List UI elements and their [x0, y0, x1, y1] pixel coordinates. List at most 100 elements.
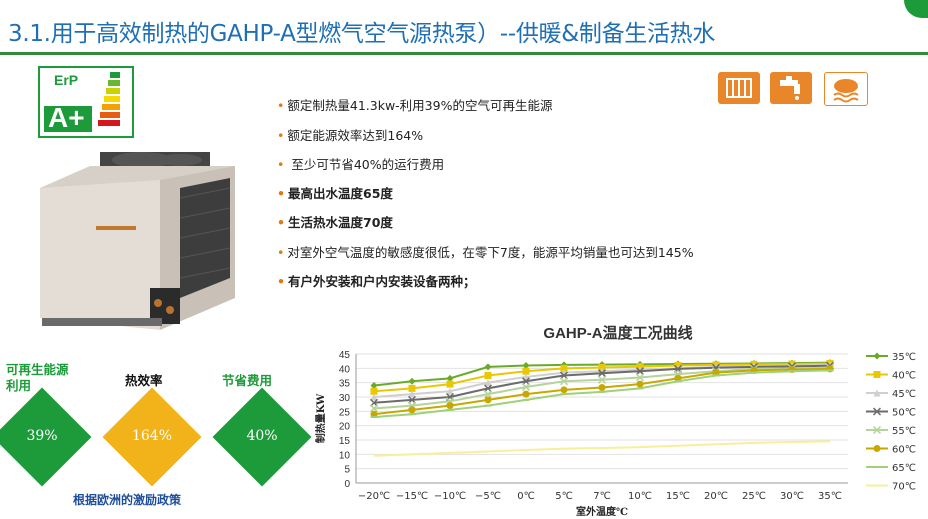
series-point: [446, 387, 454, 395]
series-point: [559, 371, 569, 380]
series-point: [597, 369, 607, 378]
x-tick-label: 10℃: [628, 491, 652, 502]
series-point: [560, 364, 568, 372]
legend-entry: 40℃: [892, 371, 916, 382]
hot-water-tap-icon: [770, 72, 812, 104]
legend-entry: 65℃: [892, 463, 916, 474]
x-tick-label: −5℃: [475, 491, 501, 502]
feature-bullet: • 有户外安装和户内安装设备两种；: [277, 274, 476, 289]
x-tick-label: 25℃: [742, 491, 766, 502]
cloud-heat-icon: [824, 72, 868, 106]
y-axis-label: 制热量KW: [314, 393, 327, 443]
y-tick-label: 30: [339, 393, 351, 404]
series-point: [370, 393, 378, 401]
feature-bullet: • 对室外空气温度的敏感度很低，在零下7度，能源平均销量也可达到145%: [277, 245, 694, 260]
series-point: [872, 425, 882, 435]
series-point: [522, 367, 530, 375]
series-point: [635, 373, 645, 382]
y-tick-label: 5: [344, 465, 350, 476]
series-point: [560, 386, 568, 394]
y-tick-label: 45: [339, 350, 351, 361]
series-point: [407, 395, 417, 404]
badge-value-renewable: 39%: [26, 428, 58, 444]
series-point: [873, 445, 881, 452]
y-tick-label: 35: [339, 379, 351, 390]
title-divider: [0, 52, 928, 55]
x-tick-label: −20℃: [358, 491, 390, 502]
series-point: [598, 384, 606, 392]
badge-label-renewable: 可再生能源 利用: [6, 362, 69, 393]
series-point: [484, 396, 492, 404]
legend-entry: 50℃: [892, 408, 916, 419]
badge-label-efficiency: 热效率: [125, 373, 163, 388]
series-point: [370, 387, 378, 395]
feature-bullet: • 额定能源效率达到164%: [277, 128, 424, 143]
erp-label-text: ErP: [54, 72, 79, 88]
y-tick-label: 15: [339, 436, 351, 447]
heat-pump-unit-image: [30, 148, 250, 343]
legend-entry: 55℃: [892, 426, 916, 437]
series-point: [635, 367, 645, 376]
x-tick-label: 15℃: [666, 491, 690, 502]
badge-label-savings: 节省费用: [222, 373, 273, 388]
x-axis-label: 室外温度℃: [576, 505, 628, 518]
y-tick-label: 40: [339, 364, 351, 375]
series-point: [408, 406, 416, 414]
feature-bullet: • 生活热水温度70度: [277, 215, 393, 230]
series-point: [873, 389, 881, 397]
series-point: [408, 384, 416, 392]
series-point: [369, 404, 379, 413]
series-point: [873, 352, 881, 360]
corner-logo: [904, 0, 928, 18]
legend-entry: 45℃: [892, 389, 916, 400]
series-point: [446, 380, 454, 388]
y-tick-label: 0: [344, 479, 350, 490]
legend-entry: 35℃: [892, 352, 916, 363]
legend-entry: 70℃: [892, 482, 916, 493]
feature-bullet: • 额定制热量41.3kw-利用39%的空气可再生能源: [277, 98, 553, 113]
series-point: [369, 398, 379, 407]
page-title: 3.1.用于高效制热的GAHP-A型燃气空气源热泵）--供暖&制备生活热水: [8, 21, 716, 47]
series-point: [521, 382, 531, 391]
x-tick-label: −15℃: [396, 491, 428, 502]
series-point: [597, 375, 607, 384]
x-tick-label: 7℃: [593, 491, 611, 502]
series-point: [598, 363, 606, 371]
feature-bullet: • 最高出水温度65度: [277, 186, 393, 201]
series-point: [408, 377, 416, 385]
series-point: [559, 377, 569, 386]
series-point: [873, 371, 881, 378]
series-point: [370, 382, 378, 390]
series-point: [522, 390, 530, 398]
series-point: [521, 377, 531, 386]
series-point: [484, 363, 492, 371]
y-tick-label: 20: [339, 422, 351, 433]
feature-bullet: • 至少可节省40%的运行费用: [277, 157, 445, 172]
series-point: [483, 390, 493, 399]
x-tick-label: 0℃: [517, 491, 535, 502]
series-point: [483, 384, 493, 393]
series-point: [484, 379, 492, 387]
x-tick-label: 5℃: [555, 491, 573, 502]
chart-title: GAHP-A温度工况曲线: [543, 325, 693, 342]
series-line: [373, 369, 831, 419]
radiator-icon: [718, 72, 760, 104]
badge-value-efficiency: 164%: [131, 428, 173, 444]
series-point: [636, 380, 644, 388]
erp-energy-label: ErP A+: [36, 64, 136, 140]
series-point: [446, 402, 454, 410]
erp-rating-text: A+: [48, 102, 85, 133]
series-line: [373, 440, 831, 457]
series-point: [872, 407, 882, 416]
x-tick-label: 20℃: [704, 491, 728, 502]
temperature-curve-chart: 0 5 10 15 20 25 30 35 40 45 −20℃ −15℃ −10℃ −5℃ 0℃ 5℃ 7℃ 1…: [314, 350, 916, 518]
y-tick-label: 10: [339, 450, 351, 461]
incentive-note: 根据欧洲的激励政策: [73, 493, 182, 507]
series-point: [408, 390, 416, 398]
series-point: [522, 361, 530, 369]
series-point: [446, 374, 454, 382]
badge-value-savings: 40%: [246, 428, 278, 444]
x-tick-label: 30℃: [780, 491, 804, 502]
legend-entry: 60℃: [892, 445, 916, 456]
x-tick-label: −10℃: [434, 491, 466, 502]
